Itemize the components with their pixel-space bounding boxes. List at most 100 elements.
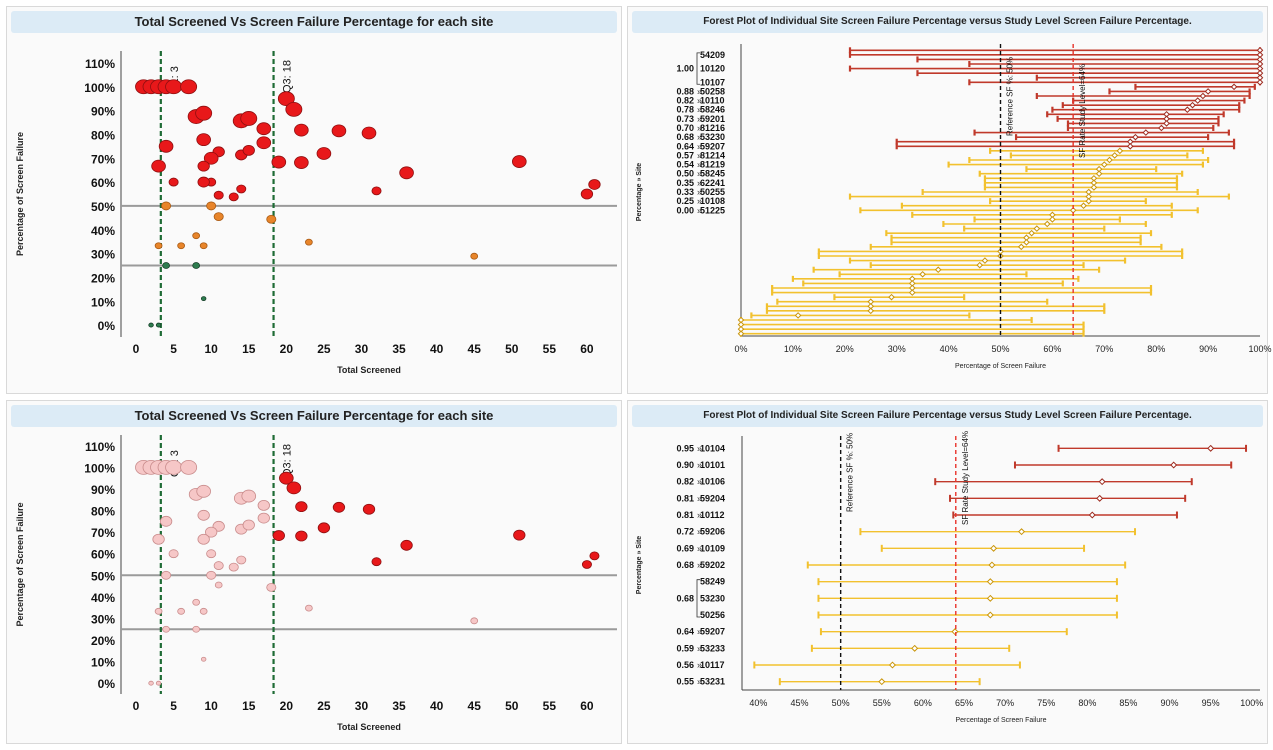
group-separator: » <box>697 627 702 637</box>
data-point <box>242 144 255 156</box>
site-label: 50258 <box>700 86 725 96</box>
estimate-marker <box>1230 83 1238 91</box>
x-tick-label: 90% <box>1199 344 1217 354</box>
x-tick-label: 25 <box>317 699 331 713</box>
group-separator: » <box>697 660 702 670</box>
data-point <box>162 262 170 269</box>
group-separator: » <box>697 543 702 553</box>
data-point <box>192 625 201 633</box>
x-tick-label: 10% <box>784 344 802 354</box>
x-tick-label: 100% <box>1248 344 1271 354</box>
x-tick-label: 30 <box>355 699 369 713</box>
percentage-label: 0.33 <box>676 187 694 197</box>
y-tick-label: 70% <box>91 526 115 540</box>
y-tick-label: 80% <box>91 128 115 142</box>
estimate-marker <box>867 307 875 315</box>
data-point <box>236 555 247 565</box>
x-tick-label: 45% <box>791 698 809 708</box>
data-point <box>256 136 272 150</box>
data-point <box>197 533 210 545</box>
reference-label: Reference SF %: 50% <box>846 433 855 512</box>
site-label: 10109 <box>700 543 725 553</box>
percentage-label: 0.82 <box>676 96 694 106</box>
data-point <box>203 151 219 165</box>
x-tick-label: 10 <box>205 699 219 713</box>
site-label: 81219 <box>700 160 725 170</box>
group-separator: » <box>697 493 702 503</box>
y-tick-label: 30% <box>91 248 115 262</box>
percentage-label: 0.68 <box>676 593 694 603</box>
data-point <box>317 522 331 534</box>
estimate-marker <box>1184 106 1191 114</box>
site-label: 59202 <box>700 560 725 570</box>
estimate-marker <box>737 330 745 338</box>
data-point <box>305 604 313 612</box>
data-point <box>213 190 224 200</box>
site-label: 50256 <box>700 610 725 620</box>
data-point <box>400 539 413 551</box>
data-point <box>168 549 179 559</box>
estimate-marker <box>976 261 984 269</box>
x-tick-label: 15 <box>242 342 256 356</box>
data-point <box>294 156 309 169</box>
y-tick-label: 50% <box>91 569 115 583</box>
percentage-label: 0.78 <box>676 105 694 115</box>
y-tick-label: 0% <box>98 319 116 333</box>
data-point <box>197 176 210 188</box>
estimate-marker <box>986 611 994 619</box>
group-separator: » <box>697 443 702 453</box>
estimate-marker <box>1132 133 1139 141</box>
data-point <box>513 529 526 541</box>
group-separator: » <box>697 643 702 653</box>
data-point <box>197 160 210 172</box>
x-tick-label: 30% <box>888 344 906 354</box>
group-separator: » <box>697 123 702 133</box>
estimate-marker <box>919 270 926 278</box>
site-label: 10107 <box>700 77 725 87</box>
data-point <box>331 124 347 138</box>
data-point <box>266 582 277 592</box>
data-point <box>470 617 479 625</box>
x-tick-label: 75% <box>1037 698 1055 708</box>
data-point <box>168 177 179 187</box>
data-point <box>589 551 600 561</box>
data-point <box>588 179 601 190</box>
forest-bottom-title: Forest Plot of Individual Site Screen Fa… <box>632 405 1263 427</box>
percentage-label: 0.88 <box>676 86 694 96</box>
y-tick-label: 90% <box>91 483 115 497</box>
group-separator: » <box>697 527 702 537</box>
x-tick-label: 20 <box>280 342 294 356</box>
percentage-label: 0.57 <box>676 150 694 160</box>
data-point <box>165 459 183 475</box>
group-bracket <box>696 579 700 618</box>
data-point <box>199 607 208 615</box>
data-point <box>316 147 332 160</box>
percentage-label: 0.70 <box>676 123 694 133</box>
y-tick-label: 100% <box>84 461 115 475</box>
percentage-label: 0.25 <box>676 196 694 206</box>
group-separator: » <box>697 96 702 106</box>
estimate-marker <box>794 312 802 319</box>
group-separator: » <box>697 141 702 151</box>
y-tick-label: 10% <box>91 295 115 309</box>
data-point <box>213 561 224 570</box>
quartile-label: Q3: 18 <box>282 444 294 477</box>
x-tick-label: 20 <box>280 699 294 713</box>
data-point <box>295 501 308 513</box>
y-tick-label: 20% <box>91 634 115 648</box>
site-label: 10120 <box>700 64 725 74</box>
data-point <box>470 252 479 260</box>
study-level-label: SF Rate Study Level=64% <box>961 431 970 525</box>
x-tick-label: 60 <box>580 342 594 356</box>
x-tick-label: 55 <box>543 342 557 356</box>
site-label: 53233 <box>700 643 725 653</box>
estimate-marker <box>1100 161 1108 168</box>
group-separator: » <box>697 187 702 197</box>
x-tick-label: 40% <box>940 344 958 354</box>
x-axis-label: Percentage of Screen Failure <box>955 717 1046 724</box>
x-tick-label: 0% <box>734 344 747 354</box>
y-tick-label: 60% <box>91 176 115 190</box>
estimate-marker <box>888 661 896 669</box>
y-axis-label: Percentage of Screen Failure <box>15 132 25 256</box>
estimate-marker <box>986 594 994 602</box>
